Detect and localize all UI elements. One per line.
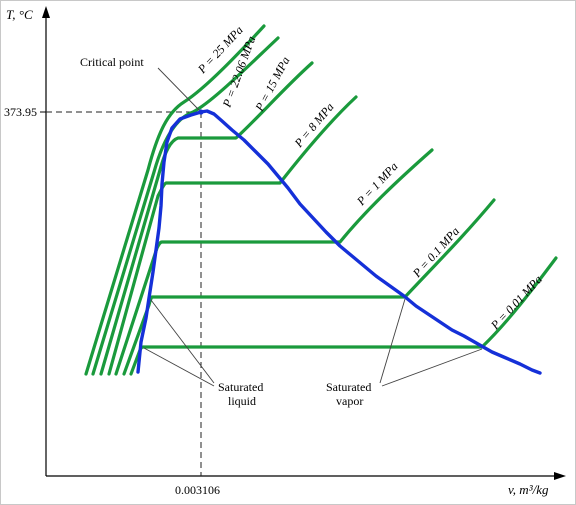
saturated-vapor-leader-1	[379, 298, 406, 384]
saturated-liquid-label-line2: liquid	[228, 394, 256, 408]
isobar-1mpa	[114, 148, 434, 376]
critical-point-marker	[198, 109, 204, 115]
saturated-vapor-label-line1: Saturated	[326, 380, 371, 394]
saturated-vapor-leader-2	[381, 348, 483, 387]
y-axis-label: T, °C	[6, 7, 33, 22]
isobar-label-0-01mpa: P = 0.01 MPa	[487, 272, 545, 332]
isobar-0-01mpa	[129, 256, 558, 376]
saturation-dome	[136, 109, 542, 375]
saturated-liquid-label-line1: Saturated	[218, 380, 263, 394]
isobar-label-0-1mpa: P = 0.1 MPa	[409, 224, 462, 281]
saturated-liquid-leader-2	[143, 347, 215, 387]
isobar-label-15mpa: P = 15 MPa	[252, 54, 293, 114]
saturated-vapor-label-line2: vapor	[336, 394, 363, 408]
x-axis-arrow-icon	[554, 472, 566, 480]
y-axis-arrow-icon	[42, 6, 50, 18]
x-axis-label: v, m³/kg	[508, 482, 549, 497]
critical-point-label: Critical point	[80, 55, 144, 69]
x-tick-label: 0.003106	[175, 483, 220, 497]
critical-point-leader	[157, 67, 200, 111]
saturated-liquid-leader-1	[150, 299, 215, 384]
y-tick-label: 373.95	[4, 105, 37, 119]
isobar-22-06mpa	[91, 36, 280, 376]
isobar-25mpa	[84, 24, 266, 376]
